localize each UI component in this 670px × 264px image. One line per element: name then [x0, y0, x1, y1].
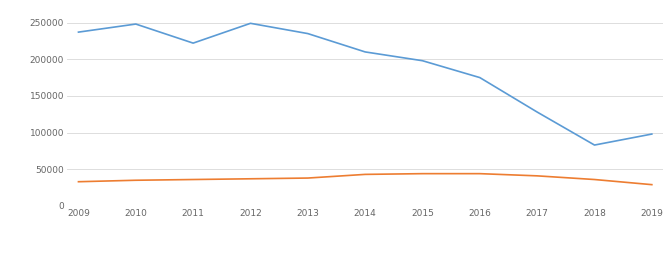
“Prototyping”: [419, 172, 427, 175]
“Prototype”: [247, 22, 255, 25]
“Prototyping”: [590, 178, 598, 181]
“Prototyping”: [132, 179, 140, 182]
“Prototype”: [590, 143, 598, 147]
“Prototype”: [304, 32, 312, 35]
“Prototype”: [361, 50, 369, 54]
“Prototyping”: [533, 174, 541, 177]
“Prototype”: [74, 31, 82, 34]
“Prototyping”: [189, 178, 197, 181]
“Prototype”: [533, 110, 541, 114]
“Prototype”: [419, 59, 427, 62]
Line: “Prototype”: “Prototype”: [78, 23, 652, 145]
“Prototype”: [132, 22, 140, 26]
“Prototype”: [648, 133, 656, 136]
“Prototyping”: [361, 173, 369, 176]
“Prototype”: [189, 41, 197, 45]
Line: “Prototyping”: “Prototyping”: [78, 174, 652, 185]
“Prototyping”: [247, 177, 255, 180]
“Prototyping”: [476, 172, 484, 175]
“Prototype”: [476, 76, 484, 79]
“Prototyping”: [74, 180, 82, 183]
“Prototyping”: [648, 183, 656, 186]
“Prototyping”: [304, 176, 312, 180]
